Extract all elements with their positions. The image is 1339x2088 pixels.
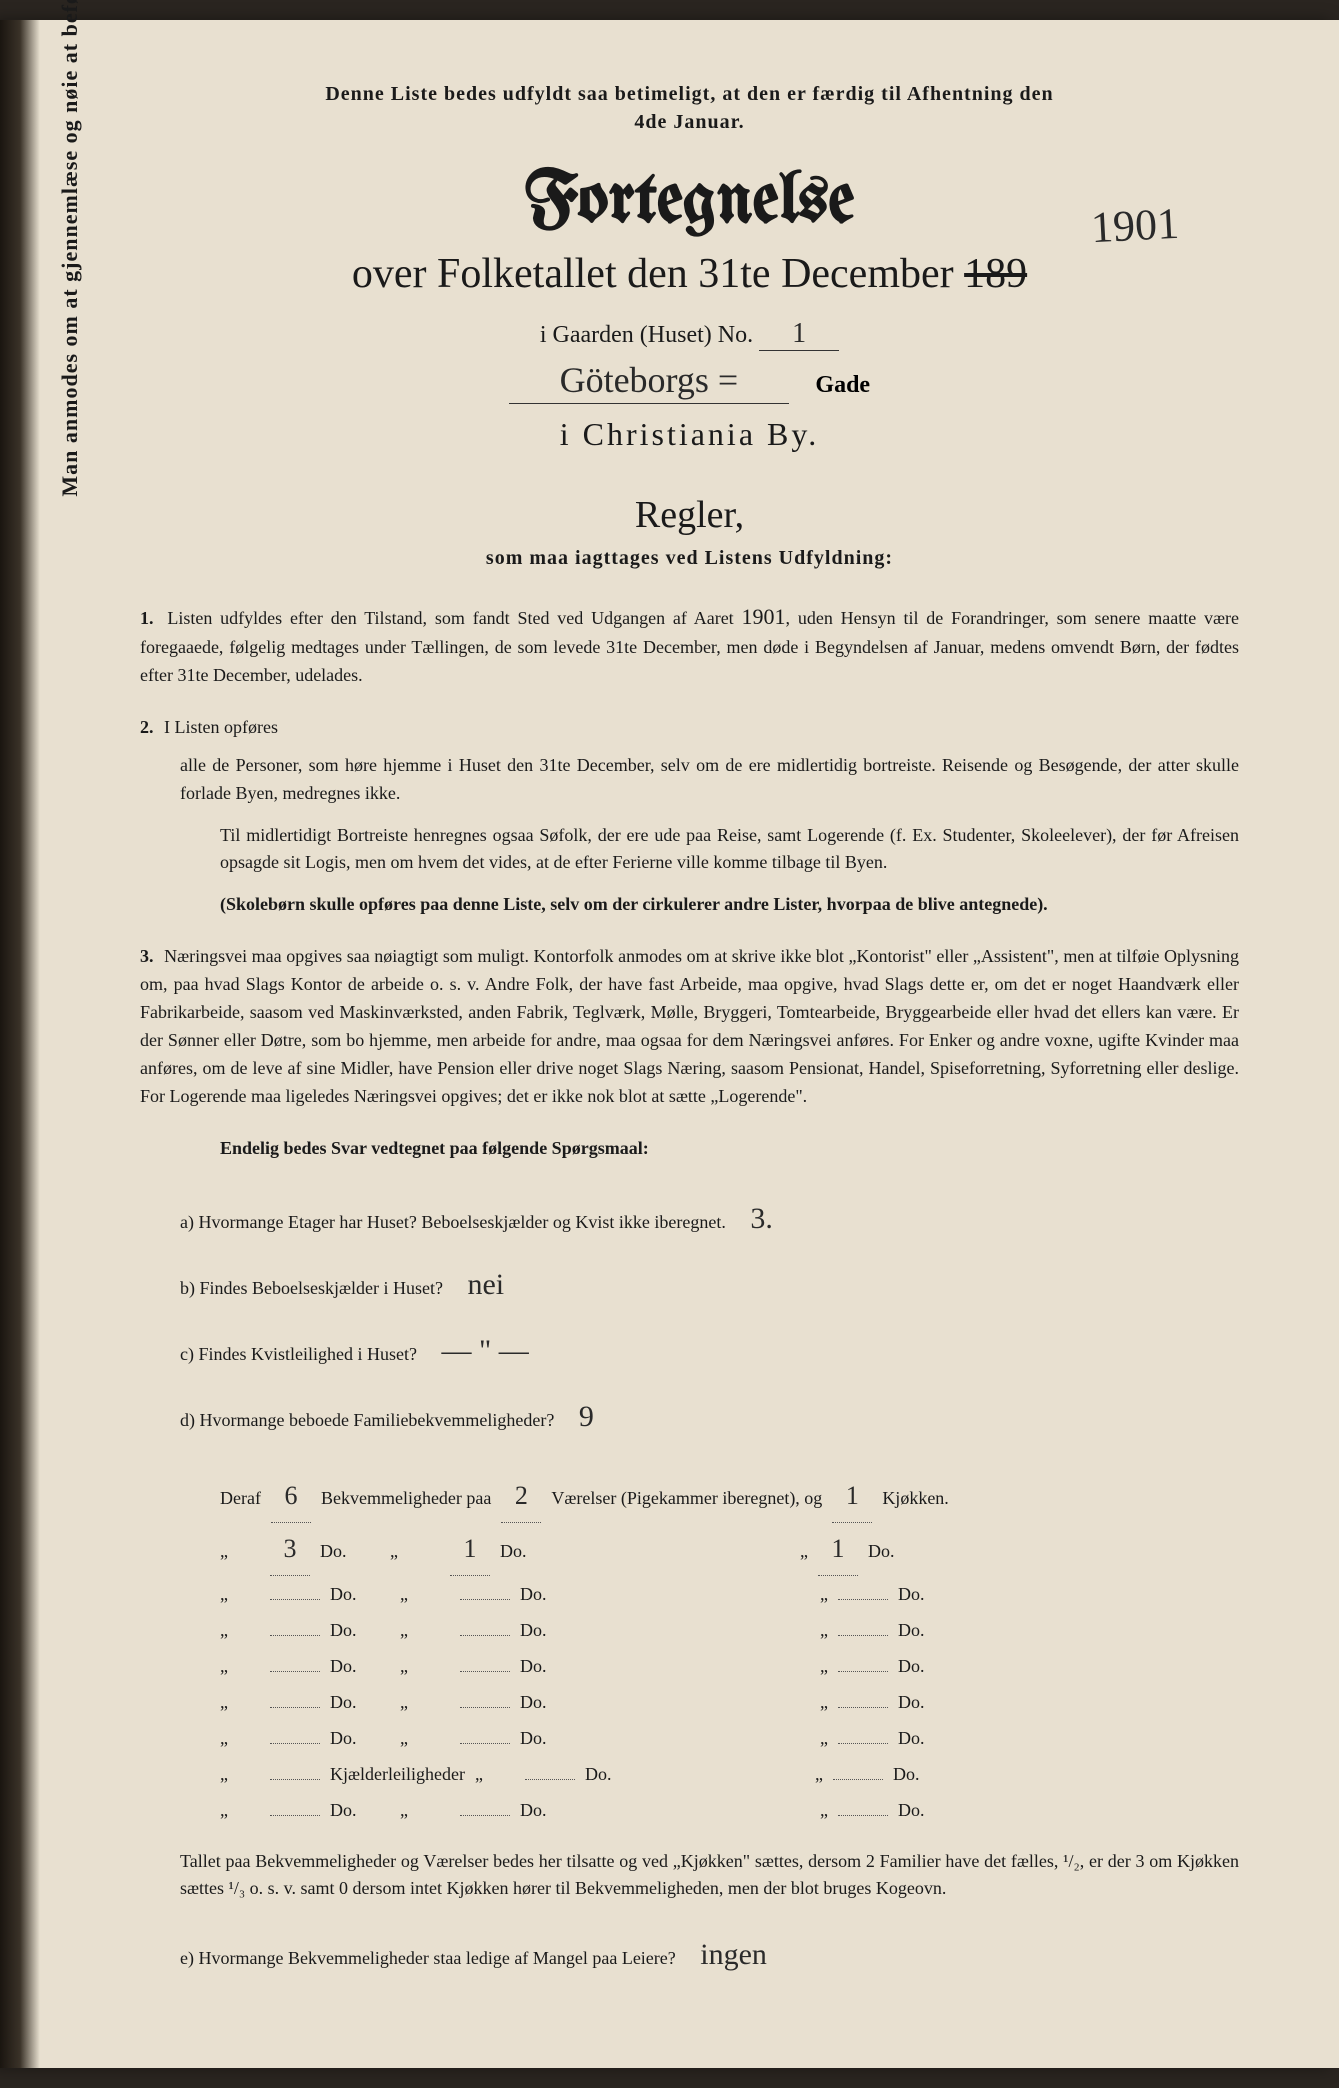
question-c: c) Findes Kvistleilighed i Huset? — " — <box>180 1318 1239 1384</box>
table-row-3: „ Do. „ Do. „ Do. <box>220 1576 1239 1612</box>
rules-heading: Regler, <box>140 493 1239 537</box>
r1-a: 6 <box>271 1470 311 1523</box>
do-2: Do. <box>500 1533 560 1569</box>
document-page: Man anmodes om at gjennemlæse og nøie at… <box>0 20 1339 2068</box>
main-title: Fortegnelse <box>140 166 1239 240</box>
rules-subheading: som maa iagttages ved Listens Udfyldning… <box>140 547 1239 570</box>
intro-4: Kjøkken. <box>882 1480 949 1516</box>
q-c-answer: — " — <box>441 1318 528 1384</box>
do-3: Do. <box>868 1533 895 1569</box>
rule-1-number: 1. <box>140 608 154 628</box>
r1-c: 1 <box>832 1470 872 1523</box>
q-d-answer: 9 <box>579 1384 594 1450</box>
table-row-6: „ Do. „ Do. „ Do. <box>220 1684 1239 1720</box>
table-row-7: „ Do. „ Do. „ Do. <box>220 1720 1239 1756</box>
table-row-4: „ Do. „ Do. „ Do. <box>220 1612 1239 1648</box>
question-e: e) Hvormange Bekvemmeligheder staa ledig… <box>140 1922 1239 1988</box>
rule-2-p3: (Skolebørn skulle opføres paa denne List… <box>140 891 1239 919</box>
q-c-text: c) Findes Kvistleilighed i Huset? <box>180 1344 417 1364</box>
questions-block: a) Hvormange Etager har Huset? Beboelses… <box>140 1186 1239 1450</box>
q-e-text: e) Hvormange Bekvemmeligheder staa ledig… <box>180 1948 676 1968</box>
top-instruction: Denne Liste bedes udfyldt saa betimeligt… <box>315 80 1065 136</box>
q-a-answer: 3. <box>750 1186 773 1252</box>
street-line: Göteborgs = Gade <box>140 359 1239 404</box>
street-handwritten: Göteborgs = <box>509 359 789 404</box>
rule-3: 3. Næringsvei maa opgives saa nøiagtigt … <box>140 943 1239 1110</box>
city-line: i Christiania By. <box>140 416 1239 453</box>
do-1: Do. <box>320 1533 380 1569</box>
q-e-answer: ingen <box>700 1922 767 1988</box>
r2-b: 1 <box>450 1523 490 1576</box>
table-row-1: Deraf 6 Bekvemmeligheder paa 2 Værelser … <box>220 1470 1239 1523</box>
kjaelder-label: Kjælderleiligheder <box>330 1756 465 1792</box>
rule-2-head: I Listen opføres <box>164 717 278 737</box>
rule-1: 1. Listen udfyldes efter den Tilstand, s… <box>140 600 1239 690</box>
q-b-answer: nei <box>467 1252 504 1318</box>
rule-1-year-hand: 1901 <box>742 604 786 629</box>
rule-2: 2. I Listen opføres alle de Personer, so… <box>140 714 1239 919</box>
rule-1-text-a: Listen udfyldes efter den Tilstand, som … <box>167 608 733 628</box>
table-row-5: „ Do. „ Do. „ Do. <box>220 1648 1239 1684</box>
table-row-last: „ Do. „ Do. „ Do. <box>220 1792 1239 1828</box>
rule-2-number: 2. <box>140 717 154 737</box>
question-d: d) Hvormange beboede Familiebekvemmeligh… <box>180 1384 1239 1450</box>
question-b: b) Findes Beboelseskjælder i Huset? nei <box>180 1252 1239 1318</box>
intro-1: Deraf <box>220 1480 261 1516</box>
rule-2-p2: Til midlertidigt Bortreiste henregnes og… <box>140 822 1239 878</box>
endelig-heading: Endelig bedes Svar vedtegnet paa følgend… <box>140 1135 1239 1163</box>
q-b-text: b) Findes Beboelseskjælder i Huset? <box>180 1278 443 1298</box>
footer-paragraph: Tallet paa Bekvemmeligheder og Værelser … <box>140 1848 1239 1902</box>
dwellings-table: Deraf 6 Bekvemmeligheder paa 2 Værelser … <box>220 1470 1239 1828</box>
q-a-text: a) Hvormange Etager har Huset? Beboelses… <box>180 1212 726 1232</box>
intro-2: Bekvemmeligheder paa <box>321 1480 491 1516</box>
property-number-line: i Gaarden (Huset) No. 1 <box>140 318 1239 351</box>
subtitle-text: over Folketallet den 31te December <box>352 251 954 297</box>
rule-3-text: Næringsvei maa opgives saa nøiagtigt som… <box>140 946 1239 1105</box>
table-row-kjaelder: „ Kjælderleiligheder „ Do. „ Do. <box>220 1756 1239 1792</box>
year-handwritten: 1901 <box>1090 198 1181 254</box>
r1-b: 2 <box>501 1470 541 1523</box>
rule-2-body: alle de Personer, som høre hjemme i Huse… <box>140 752 1239 808</box>
vertical-margin-note: Man anmodes om at gjennemlæse og nøie at… <box>57 0 83 497</box>
r2-c: 1 <box>818 1523 858 1576</box>
gaard-number-field: 1 <box>759 318 839 351</box>
r2-a: 3 <box>270 1523 310 1576</box>
gaard-label: i Gaarden (Huset) No. <box>540 322 753 348</box>
rule-3-number: 3. <box>140 946 154 966</box>
q-d-text: d) Hvormange beboede Familiebekvemmeligh… <box>180 1410 554 1430</box>
intro-3: Værelser (Pigekammer iberegnet), og <box>551 1480 822 1516</box>
question-a: a) Hvormange Etager har Huset? Beboelses… <box>180 1186 1239 1252</box>
subtitle-strike: 189 <box>964 251 1027 297</box>
subtitle: over Folketallet den 31te December 189 <box>140 250 1239 298</box>
table-row-2: „ 3 Do. „ 1 Do. „ 1 Do. <box>220 1523 1239 1576</box>
street-suffix: Gade <box>815 372 870 398</box>
